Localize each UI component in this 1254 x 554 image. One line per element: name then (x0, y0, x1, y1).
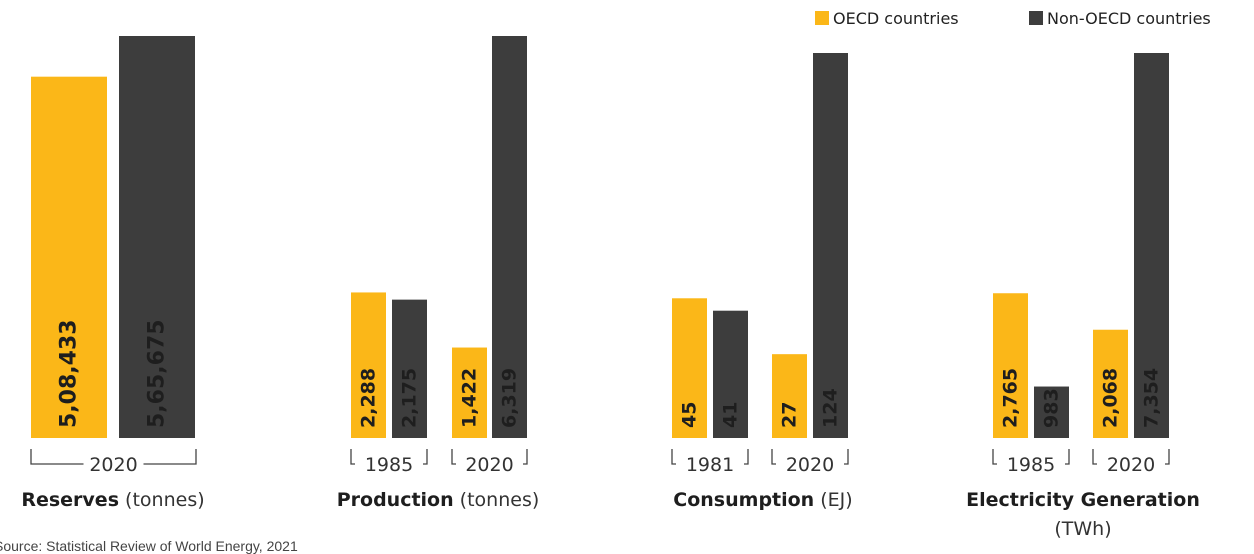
data-label-production-1985-non-oecd: 2,175 (399, 368, 421, 428)
bar-reserves-2020-non-oecd (119, 36, 195, 438)
caption-reserves-title: Reserves (21, 489, 119, 511)
year-label-electricity-generation-1985: 1985 (1007, 454, 1055, 476)
bar-reserves-2020-oecd (31, 76, 107, 439)
bar-electricity-generation-1985-non-oecd (1034, 386, 1069, 438)
data-label-consumption-1981-non-oecd: 41 (720, 402, 742, 428)
bracket-production-1985 (350, 449, 428, 465)
data-label-production-2020-oecd: 1,422 (459, 368, 481, 428)
caption-production-title: Production (337, 489, 454, 511)
data-label-consumption-2020-oecd: 27 (779, 402, 801, 428)
year-label-electricity-generation-2020: 2020 (1107, 454, 1155, 476)
year-label-reserves-2020: 2020 (89, 454, 137, 476)
data-label-consumption-2020-non-oecd: 124 (820, 388, 842, 428)
legend-oecd-swatch (815, 11, 829, 25)
caption-consumption: Consumption (EJ) (673, 489, 852, 511)
bar-production-1985-non-oecd (392, 299, 427, 438)
bracket-consumption-1981 (671, 449, 749, 465)
bar-electricity-generation-2020-non-oecd (1134, 53, 1169, 438)
bar-consumption-1981-oecd (672, 298, 707, 438)
caption-production: Production (tonnes) (337, 489, 540, 511)
caption-consumption-unit: (EJ) (814, 489, 852, 511)
year-label-consumption-2020: 2020 (786, 454, 834, 476)
data-label-electricity-generation-1985-non-oecd: 983 (1041, 388, 1063, 428)
bar-electricity-generation-1985-oecd (993, 293, 1028, 438)
data-label-electricity-generation-2020-oecd: 2,068 (1100, 368, 1122, 428)
bracket-production-2020 (451, 449, 528, 465)
year-label-consumption-1981: 1981 (686, 454, 734, 476)
year-label-production-1985: 1985 (365, 454, 413, 476)
data-label-reserves-2020-oecd: 5,08,433 (57, 319, 82, 428)
bar-consumption-2020-non-oecd (813, 53, 848, 438)
legend-non-oecd-label: Non-OECD countries (1047, 9, 1211, 28)
caption-electricity-generation: Electricity Generation (966, 489, 1200, 511)
caption-electricity-generation-title: Electricity Generation (966, 489, 1200, 511)
caption-reserves: Reserves (tonnes) (21, 489, 204, 511)
legend-non-oecd: Non-OECD countries (1029, 9, 1211, 28)
data-label-electricity-generation-2020-non-oecd: 7,354 (1141, 368, 1163, 428)
bracket-consumption-2020 (771, 449, 849, 465)
data-label-consumption-1981-oecd: 45 (679, 402, 701, 428)
caption-electricity-generation-unit: (TWh) (1054, 518, 1111, 540)
bar-electricity-generation-2020-oecd (1093, 329, 1128, 438)
bar-production-2020-non-oecd (492, 36, 527, 438)
legend-oecd-label: OECD countries (833, 9, 959, 28)
bracket-reserves-2020 (30, 449, 197, 465)
bar-production-1985-oecd (351, 292, 386, 438)
bracket-electricity-generation-1985 (992, 449, 1070, 465)
year-label-production-2020: 2020 (465, 454, 513, 476)
bar-production-2020-oecd (452, 347, 487, 438)
caption-reserves-unit: (tonnes) (119, 489, 205, 511)
caption-consumption-title: Consumption (673, 489, 814, 511)
bar-consumption-2020-oecd (772, 354, 807, 438)
data-label-production-2020-non-oecd: 6,319 (499, 368, 521, 428)
caption-production-unit: (tonnes) (454, 489, 540, 511)
data-label-production-1985-oecd: 2,288 (358, 368, 380, 428)
legend-oecd: OECD countries (815, 9, 959, 28)
legend-non-oecd-swatch (1029, 11, 1043, 25)
data-label-reserves-2020-non-oecd: 5,65,675 (145, 319, 170, 428)
data-label-electricity-generation-1985-oecd: 2,765 (1000, 368, 1022, 428)
source-note: Source: Statistical Review of World Ener… (0, 538, 298, 554)
bracket-electricity-generation-2020 (1092, 449, 1170, 465)
bar-consumption-1981-non-oecd (713, 310, 748, 438)
